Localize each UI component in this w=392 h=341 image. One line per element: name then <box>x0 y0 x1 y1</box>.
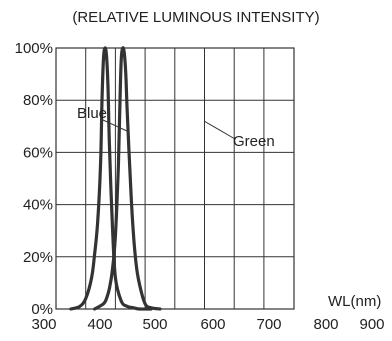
blue-curve <box>69 46 153 311</box>
plot-frame <box>55 47 295 310</box>
y-tick-label: 60% <box>23 144 53 161</box>
green-leader-line <box>203 120 236 140</box>
x-tick-label: 800 <box>313 316 338 333</box>
x-tick-label: 400 <box>87 316 112 333</box>
curve-layer <box>69 46 162 311</box>
x-tick-label: 300 <box>31 316 56 333</box>
y-tick-label: 80% <box>23 92 53 109</box>
chart-title: (RELATIVE LUMINOUS INTENSITY) <box>72 9 319 26</box>
green-series-label: Green <box>233 133 275 150</box>
y-axis-ticks: 0% 20% 40% 60% 80% 100% <box>15 40 53 318</box>
x-tick-label: 500 <box>142 316 167 333</box>
x-tick-label: 900 <box>359 316 384 333</box>
series-labels: Blue Green <box>77 105 275 150</box>
x-tick-label: 600 <box>200 316 225 333</box>
y-tick-label: 100% <box>15 40 53 57</box>
x-axis-label: WL(nm) <box>328 293 381 310</box>
blue-series-label: Blue <box>77 105 107 122</box>
y-tick-label: 20% <box>23 249 53 266</box>
x-axis-ticks: 300 400 500 600 700 800 900 <box>31 316 384 333</box>
x-tick-label: 700 <box>256 316 281 333</box>
y-tick-label: 0% <box>31 301 53 318</box>
y-tick-label: 40% <box>23 197 53 214</box>
blue-leader-line <box>102 119 128 132</box>
grid-layer <box>56 48 294 309</box>
green-curve <box>93 46 162 311</box>
